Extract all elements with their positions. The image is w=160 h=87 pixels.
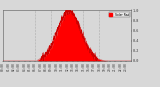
Legend: Solar Rad: Solar Rad	[109, 12, 130, 17]
